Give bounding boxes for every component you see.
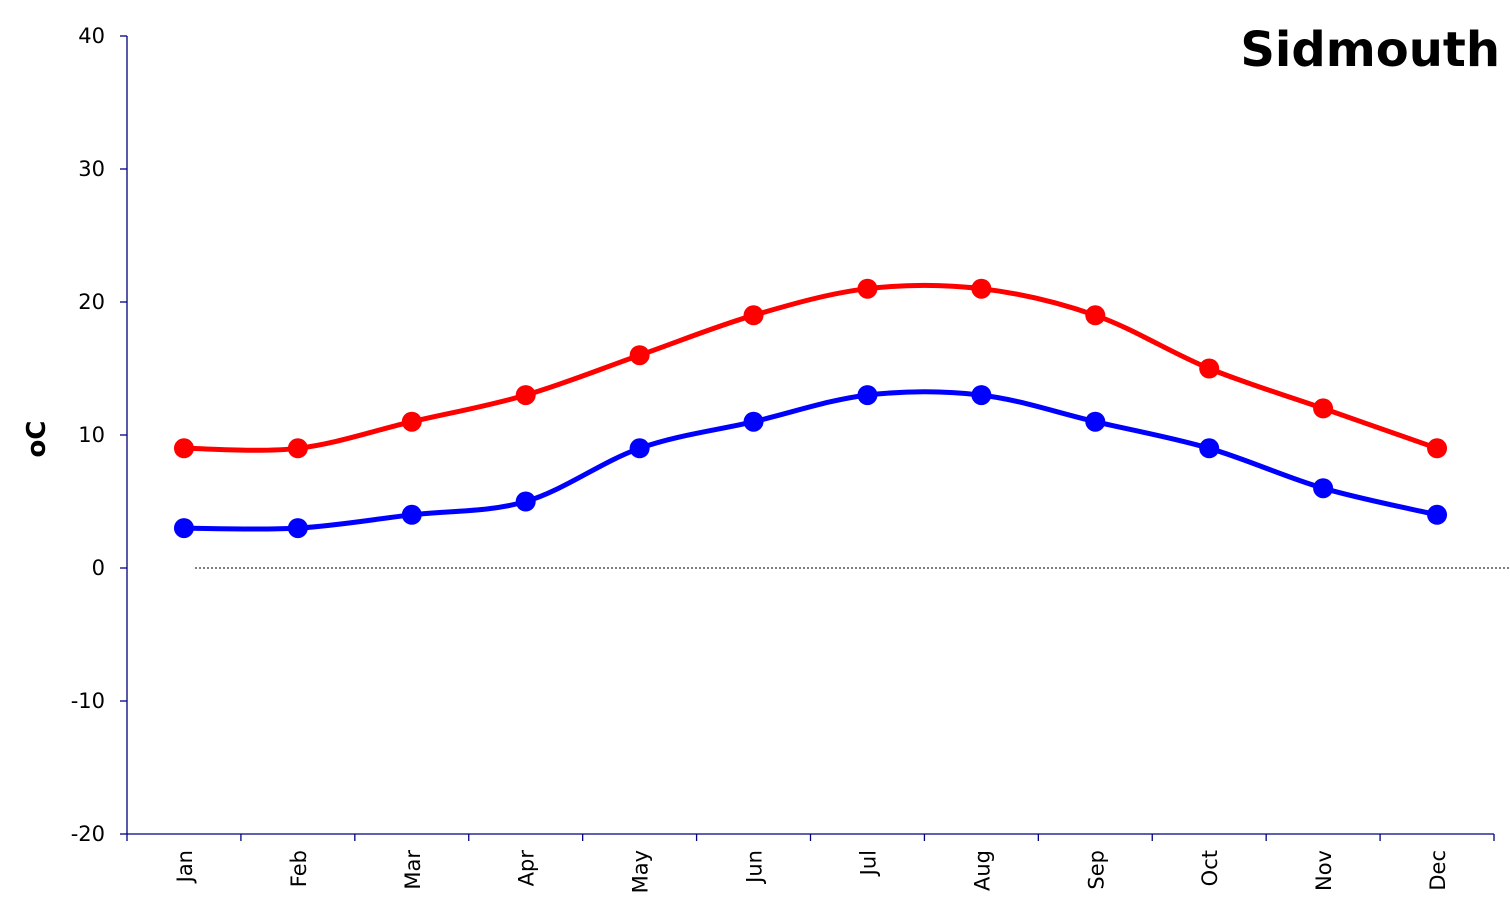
x-tick-label: Aug bbox=[970, 850, 994, 891]
series-line-min bbox=[181, 389, 1440, 532]
data-point-max-jan bbox=[173, 438, 194, 459]
data-point-min-feb bbox=[287, 518, 308, 539]
data-point-min-jun bbox=[743, 411, 764, 432]
y-tick-label: 10 bbox=[78, 423, 105, 447]
x-tick-label: Jun bbox=[743, 850, 767, 885]
data-point-min-jul bbox=[857, 385, 878, 406]
x-tick-label: Jan bbox=[173, 850, 197, 884]
data-point-min-nov bbox=[1313, 478, 1334, 499]
data-point-min-aug bbox=[971, 385, 992, 406]
x-tick-label: Nov bbox=[1312, 850, 1336, 891]
data-point-min-oct bbox=[1199, 438, 1220, 459]
y-axis-label: oC bbox=[22, 421, 52, 458]
chart-title: Sidmouth bbox=[1240, 22, 1500, 78]
data-point-max-apr bbox=[515, 385, 536, 406]
x-tick-label: Mar bbox=[401, 850, 425, 890]
series-max bbox=[173, 278, 1448, 459]
data-point-min-dec bbox=[1427, 504, 1448, 525]
series-group bbox=[173, 278, 1448, 539]
data-point-min-may bbox=[629, 438, 650, 459]
data-point-max-nov bbox=[1313, 398, 1334, 419]
x-tick-label: Feb bbox=[287, 850, 311, 887]
x-tick-label: May bbox=[629, 850, 653, 893]
y-tick-label: -10 bbox=[71, 689, 105, 713]
data-point-max-oct bbox=[1199, 358, 1220, 379]
data-point-max-feb bbox=[287, 438, 308, 459]
data-point-min-mar bbox=[401, 504, 422, 525]
x-axis-ticks: Jan Feb Mar Apr May Jun Jul Aug Sep Oct Nov Dec bbox=[126, 834, 1495, 893]
data-point-max-jun bbox=[743, 305, 764, 326]
y-tick-label: 0 bbox=[92, 556, 105, 580]
data-point-min-jan bbox=[173, 518, 194, 539]
data-point-max-may bbox=[629, 345, 650, 366]
data-point-max-jul bbox=[857, 278, 878, 299]
series-min bbox=[173, 385, 1448, 539]
y-tick-label: 30 bbox=[78, 157, 105, 181]
data-point-min-sep bbox=[1085, 411, 1106, 432]
data-point-max-mar bbox=[401, 411, 422, 432]
data-point-max-sep bbox=[1085, 305, 1106, 326]
y-axis-ticks: 40 30 20 10 0 -10 -20 bbox=[71, 24, 127, 846]
data-point-max-aug bbox=[971, 278, 992, 299]
x-tick-label: Oct bbox=[1198, 850, 1222, 886]
series-line-max bbox=[181, 282, 1440, 453]
x-tick-label: Jul bbox=[856, 850, 880, 877]
y-tick-label: -20 bbox=[71, 822, 105, 846]
x-tick-label: Sep bbox=[1084, 850, 1108, 890]
axes bbox=[126, 36, 1510, 835]
y-tick-label: 20 bbox=[78, 290, 105, 314]
data-point-max-dec bbox=[1427, 438, 1448, 459]
data-point-min-apr bbox=[515, 491, 536, 512]
x-tick-label: Dec bbox=[1426, 850, 1450, 891]
y-tick-label: 40 bbox=[78, 24, 105, 48]
x-tick-label: Apr bbox=[515, 850, 539, 887]
